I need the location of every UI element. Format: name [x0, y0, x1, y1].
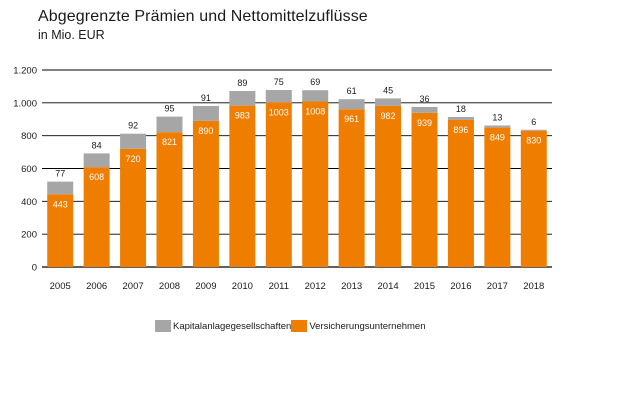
bar-versicherungsunternehmen: [265, 102, 292, 267]
bar-kapitalanlagegesellschaften: [83, 153, 110, 168]
data-label-kapitalanlagegesellschaften: 36: [419, 94, 429, 104]
x-tick-label: 2008: [159, 281, 180, 292]
chart-title: Abgegrenzte Prämien und Nettomittelzuflü…: [38, 8, 368, 25]
data-label-kapitalanlagegesellschaften: 61: [347, 86, 357, 96]
data-label-kapitalanlagegesellschaften: 75: [274, 77, 284, 87]
bar-versicherungsunternehmen: [520, 130, 547, 267]
bar-versicherungsunternehmen: [338, 109, 365, 267]
data-label-versicherungsunternehmen: 720: [126, 154, 141, 164]
legend-item-versicherungsunternehmen: Versicherungsunternehmen: [291, 320, 426, 332]
bar-kapitalanlagegesellschaften: [47, 181, 74, 195]
bar-versicherungsunternehmen: [156, 132, 183, 267]
x-tick-label: 2005: [50, 281, 71, 292]
bar-versicherungsunternehmen: [411, 112, 438, 267]
x-tick-label: 2017: [487, 281, 508, 292]
y-tick-label: 400: [21, 197, 37, 208]
data-label-versicherungsunternehmen: 1008: [305, 107, 325, 117]
data-label-kapitalanlagegesellschaften: 84: [92, 140, 102, 150]
bar-kapitalanlagegesellschaften: [484, 125, 511, 128]
bar-kapitalanlagegesellschaften: [447, 116, 474, 120]
data-label-kapitalanlagegesellschaften: 91: [201, 93, 211, 103]
bar-versicherungsunternehmen: [302, 101, 329, 268]
data-label-versicherungsunternehmen: 821: [162, 137, 177, 147]
data-label-kapitalanlagegesellschaften: 18: [456, 104, 466, 114]
legend-swatch-versicherungsunternehmen: [291, 320, 308, 332]
bar-kapitalanlagegesellschaften: [265, 90, 292, 103]
bar-kapitalanlagegesellschaften: [302, 90, 329, 102]
y-tick-label: 200: [21, 230, 37, 241]
data-label-kapitalanlagegesellschaften: 77: [55, 169, 65, 179]
data-label-versicherungsunternehmen: 890: [198, 126, 213, 136]
y-tick-label: 1.000: [13, 98, 37, 109]
x-tick-label: 2016: [450, 281, 471, 292]
bar-kapitalanlagegesellschaften: [338, 99, 365, 110]
bar-kapitalanlagegesellschaften: [120, 133, 147, 149]
bar-kapitalanlagegesellschaften: [520, 129, 547, 131]
data-label-versicherungsunternehmen: 849: [490, 133, 505, 143]
data-label-versicherungsunternehmen: 830: [526, 136, 541, 146]
bar-versicherungsunternehmen: [484, 127, 511, 267]
data-label-kapitalanlagegesellschaften: 92: [128, 121, 138, 131]
bar-versicherungsunternehmen: [192, 120, 219, 268]
data-label-kapitalanlagegesellschaften: 13: [492, 112, 502, 122]
legend-item-kapitalanlagegesellschaften: Kapitalanlagegesellschaften: [155, 320, 291, 332]
bar-kapitalanlagegesellschaften: [375, 98, 402, 106]
y-tick-label: 0: [32, 263, 37, 274]
data-label-kapitalanlagegesellschaften: 6: [531, 117, 536, 127]
data-label-kapitalanlagegesellschaften: 45: [383, 85, 393, 95]
data-label-versicherungsunternehmen: 983: [235, 111, 250, 121]
bar-kapitalanlagegesellschaften: [411, 106, 438, 113]
data-label-versicherungsunternehmen: 608: [89, 172, 104, 182]
x-tick-label: 2013: [341, 281, 362, 292]
data-label-kapitalanlagegesellschaften: 95: [164, 104, 174, 114]
data-label-versicherungsunternehmen: 1003: [269, 107, 289, 117]
data-label-versicherungsunternehmen: 961: [344, 114, 359, 124]
bar-versicherungsunternehmen: [120, 148, 147, 267]
x-tick-label: 2014: [378, 281, 399, 292]
x-tick-label: 2011: [269, 281, 289, 292]
bar-versicherungsunternehmen: [229, 105, 256, 267]
x-tick-label: 2015: [414, 281, 435, 292]
bar-versicherungsunternehmen: [83, 167, 110, 267]
y-tick-label: 600: [21, 164, 37, 175]
data-label-kapitalanlagegesellschaften: 69: [310, 77, 320, 87]
bar-kapitalanlagegesellschaften: [192, 105, 219, 121]
bar-versicherungsunternehmen: [47, 194, 74, 267]
data-label-versicherungsunternehmen: 896: [453, 125, 468, 135]
data-label-versicherungsunternehmen: 443: [53, 199, 68, 209]
bar-versicherungsunternehmen: [447, 119, 474, 267]
legend-swatch-kapitalanlagegesellschaften: [155, 320, 171, 332]
bar-kapitalanlagegesellschaften: [229, 91, 256, 106]
data-label-versicherungsunternehmen: 939: [417, 118, 432, 128]
legend-label-kapitalanlagegesellschaften: Kapitalanlagegesellschaften: [173, 320, 292, 332]
bar-versicherungsunternehmen: [375, 105, 402, 267]
x-tick-label: 2018: [523, 281, 544, 292]
x-tick-label: 2010: [232, 281, 253, 292]
x-tick-label: 2009: [195, 281, 216, 292]
y-tick-label: 1.200: [13, 66, 37, 77]
x-tick-label: 2006: [86, 281, 107, 292]
x-tick-label: 2007: [123, 281, 144, 292]
legend: Kapitalanlagegesellschaften Versicherung…: [155, 320, 426, 332]
data-label-kapitalanlagegesellschaften: 89: [237, 78, 247, 88]
data-label-versicherungsunternehmen: 982: [381, 111, 396, 121]
chart-subtitle: in Mio. EUR: [38, 28, 105, 42]
bar-kapitalanlagegesellschaften: [156, 116, 183, 133]
y-tick-label: 800: [21, 131, 37, 142]
x-tick-label: 2012: [305, 281, 326, 292]
legend-label-versicherungsunternehmen: Versicherungsunternehmen: [309, 320, 426, 332]
